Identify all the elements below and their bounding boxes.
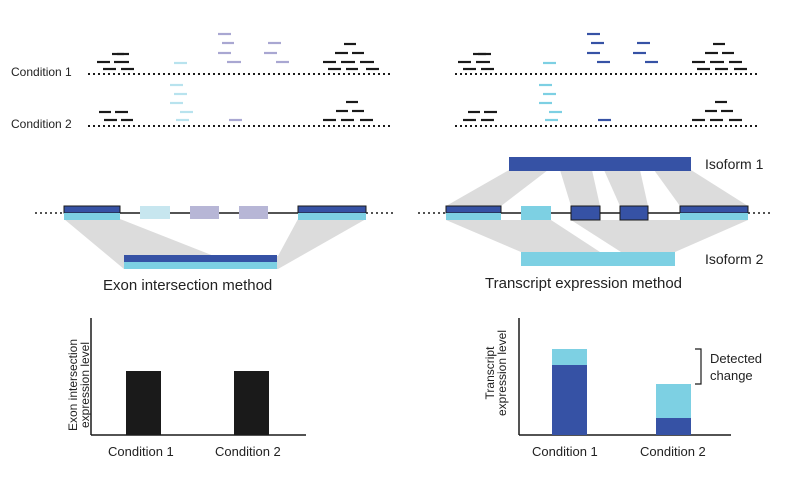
projection-band-isoform-2 <box>446 220 748 252</box>
exon-isoform-2-only <box>521 206 551 220</box>
reads-left-condition-1 <box>88 32 390 75</box>
isoform-1-label: Isoform 1 <box>705 156 764 172</box>
exon-intersection-method-title: Exon intersection method <box>103 277 273 294</box>
chart-right-x-label-condition-1: Condition 1 <box>532 444 598 459</box>
chart-right-x-label-condition-2: Condition 2 <box>640 444 706 459</box>
exon-faded-purple-1 <box>190 206 219 219</box>
intersection-bar <box>124 255 277 269</box>
bar-right-condition-1-isoform-2 <box>552 349 587 365</box>
transcript-expression-chart <box>518 318 731 436</box>
exon-intersection-model <box>35 205 393 269</box>
isoform-1-bar <box>509 157 691 171</box>
exon-shared-right-2 <box>679 205 749 220</box>
chart-right-y-label-line2: expression level <box>495 329 509 417</box>
reads-right-condition-2 <box>455 83 758 127</box>
condition-2-label: Condition 2 <box>11 117 72 131</box>
isoform-2-label: Isoform 2 <box>705 251 764 267</box>
condition-1-label: Condition 1 <box>11 65 72 79</box>
isoform-2-bar <box>521 252 675 266</box>
bar-left-condition-2 <box>234 371 269 435</box>
reads-left-condition-2 <box>88 83 390 127</box>
reads-right-condition-1 <box>455 32 758 75</box>
transcript-expression-method-title: Transcript expression method <box>485 275 683 292</box>
transcript-model <box>418 157 773 266</box>
exon-faded-light <box>140 206 170 219</box>
chart-right-y-label: Transcript expression level <box>483 318 514 428</box>
detected-change-label-line2: change <box>710 368 753 383</box>
chart-left-x-label-condition-2: Condition 2 <box>215 444 281 459</box>
chart-left-y-label: Exon intersection expression level <box>66 325 97 445</box>
exon-isoform-1-only-b <box>619 205 649 221</box>
detected-change-bracket <box>695 348 702 385</box>
exon-intersection-chart <box>90 318 306 436</box>
chart-left-y-label-line2: expression level <box>78 341 92 429</box>
bar-right-condition-2-isoform-2 <box>656 384 691 418</box>
bar-right-condition-2-isoform-1 <box>656 418 691 435</box>
bar-right-condition-1-isoform-1 <box>552 365 587 435</box>
exon-isoform-1-only-a <box>570 205 601 221</box>
exon-shared-right-1 <box>445 205 502 220</box>
exon-shared-left-1 <box>63 205 121 220</box>
chart-left-x-label-condition-1: Condition 1 <box>108 444 174 459</box>
bar-left-condition-1 <box>126 371 161 435</box>
detected-change-label-line1: Detected <box>710 351 763 366</box>
exon-shared-left-2 <box>297 205 367 220</box>
exon-faded-purple-2 <box>239 206 268 219</box>
